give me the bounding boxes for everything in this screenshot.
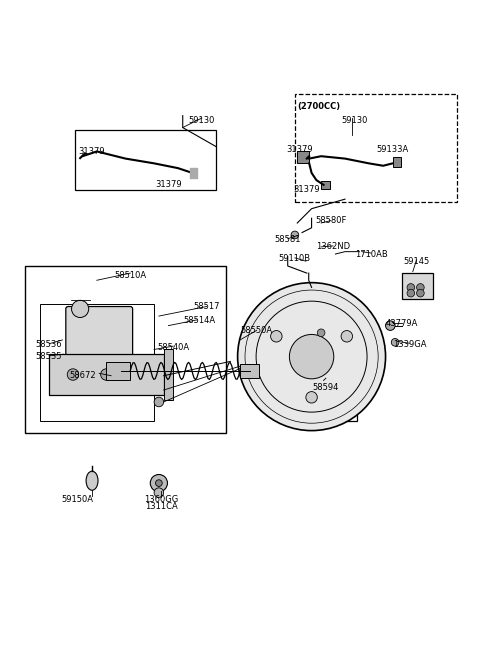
Text: 1362ND: 1362ND <box>316 242 350 251</box>
Bar <box>393 157 401 167</box>
Circle shape <box>407 283 415 291</box>
Bar <box>295 94 457 201</box>
Circle shape <box>341 331 352 342</box>
Circle shape <box>154 397 164 407</box>
Text: 58510A: 58510A <box>114 271 146 280</box>
Text: 1360GG: 1360GG <box>144 495 179 504</box>
Text: 31379: 31379 <box>79 147 106 156</box>
Circle shape <box>385 321 395 331</box>
Polygon shape <box>190 168 197 178</box>
Circle shape <box>156 480 162 487</box>
Text: 59110B: 59110B <box>279 255 311 263</box>
FancyBboxPatch shape <box>66 306 132 359</box>
Bar <box>240 364 259 378</box>
Circle shape <box>154 488 164 497</box>
Text: 58514A: 58514A <box>183 316 216 325</box>
Text: 59145: 59145 <box>404 256 430 266</box>
Bar <box>39 304 154 421</box>
Text: 1710AB: 1710AB <box>355 249 388 258</box>
Circle shape <box>391 338 399 346</box>
Ellipse shape <box>86 471 98 490</box>
Text: 58594: 58594 <box>312 383 339 392</box>
Bar <box>164 350 173 400</box>
Text: 31379: 31379 <box>293 185 320 194</box>
Text: 59133A: 59133A <box>377 144 409 154</box>
Bar <box>107 362 130 380</box>
Text: 58517: 58517 <box>193 302 220 311</box>
Circle shape <box>417 289 424 297</box>
Text: 1339GA: 1339GA <box>393 340 426 349</box>
Text: 59130: 59130 <box>189 116 215 125</box>
Text: (2700CC): (2700CC) <box>297 102 340 111</box>
Bar <box>321 182 330 189</box>
Text: 31379: 31379 <box>155 180 182 190</box>
Text: 31379: 31379 <box>287 144 313 154</box>
Circle shape <box>289 335 334 379</box>
Text: 58535: 58535 <box>36 352 62 361</box>
Bar <box>297 152 309 163</box>
Text: 59150A: 59150A <box>62 495 94 504</box>
Bar <box>25 266 226 433</box>
Bar <box>49 354 164 395</box>
Circle shape <box>271 331 282 342</box>
Bar <box>402 273 433 299</box>
Circle shape <box>317 329 325 337</box>
Text: 1311CA: 1311CA <box>145 502 178 512</box>
Circle shape <box>306 392 317 403</box>
Text: 43779A: 43779A <box>386 319 419 328</box>
Bar <box>75 130 216 190</box>
Circle shape <box>407 289 415 297</box>
Bar <box>297 376 357 421</box>
Text: 58536: 58536 <box>36 340 62 349</box>
Text: 58672: 58672 <box>69 371 96 380</box>
Text: 58550A: 58550A <box>240 326 273 335</box>
Circle shape <box>417 283 424 291</box>
Circle shape <box>67 369 79 380</box>
Text: 59130: 59130 <box>341 116 368 125</box>
Circle shape <box>238 283 385 430</box>
Text: 58581: 58581 <box>275 236 301 244</box>
Circle shape <box>150 474 168 492</box>
Circle shape <box>291 231 299 239</box>
Circle shape <box>72 300 89 318</box>
Circle shape <box>101 369 112 380</box>
Text: 58580F: 58580F <box>315 216 347 225</box>
Text: 58540A: 58540A <box>157 342 189 352</box>
